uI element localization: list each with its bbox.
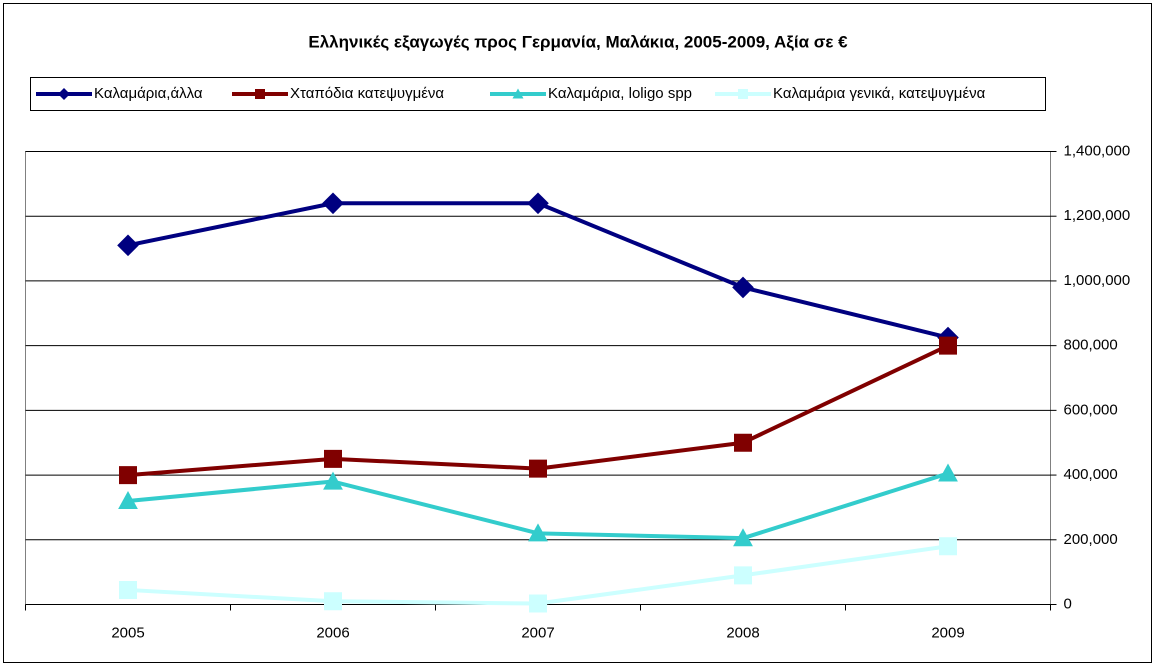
chart-title: Ελληνικές εξαγωγές προς Γερμανία, Μαλάκι… — [308, 32, 848, 51]
marker — [939, 336, 957, 355]
x-tick-label: 2006 — [316, 624, 349, 641]
legend-marker — [738, 89, 748, 99]
legend-label: Καλαμάρια, loligo spp — [548, 85, 692, 102]
marker — [322, 192, 344, 215]
x-tick-label: 2009 — [931, 624, 964, 641]
x-tick-label: 2008 — [726, 624, 759, 641]
marker — [119, 580, 137, 599]
y-tick-label: 800,000 — [1064, 337, 1118, 354]
marker — [119, 466, 137, 485]
legend-marker — [512, 88, 524, 99]
legend-label: Καλαμάρια,άλλα — [94, 85, 203, 102]
marker — [324, 592, 342, 611]
y-tick-label: 1,000,000 — [1064, 272, 1131, 289]
legend-marker — [255, 89, 265, 99]
marker — [118, 491, 138, 510]
y-tick-label: 1,400,000 — [1064, 142, 1131, 159]
legend-label: Καλαμάρια γενικά, κατεψυγμένα — [773, 85, 986, 102]
marker — [529, 459, 547, 478]
y-tick-label: 0 — [1064, 595, 1072, 612]
x-tick-label: 2005 — [111, 624, 144, 641]
marker — [732, 276, 754, 299]
y-tick-label: 600,000 — [1064, 401, 1118, 418]
marker — [734, 566, 752, 585]
y-tick-label: 200,000 — [1064, 531, 1118, 548]
marker — [939, 537, 957, 556]
legend-label: Χταπόδια κατεψυγμένα — [290, 85, 444, 102]
marker — [733, 528, 753, 547]
y-tick-label: 400,000 — [1064, 466, 1118, 483]
marker — [324, 449, 342, 468]
marker — [734, 433, 752, 452]
marker — [528, 523, 548, 542]
marker — [323, 471, 343, 490]
legend-marker — [58, 88, 70, 100]
marker — [527, 192, 549, 215]
marker — [938, 463, 958, 482]
y-tick-label: 1,200,000 — [1064, 207, 1131, 224]
marker — [529, 594, 547, 613]
marker — [117, 234, 139, 257]
x-tick-label: 2007 — [521, 624, 554, 641]
